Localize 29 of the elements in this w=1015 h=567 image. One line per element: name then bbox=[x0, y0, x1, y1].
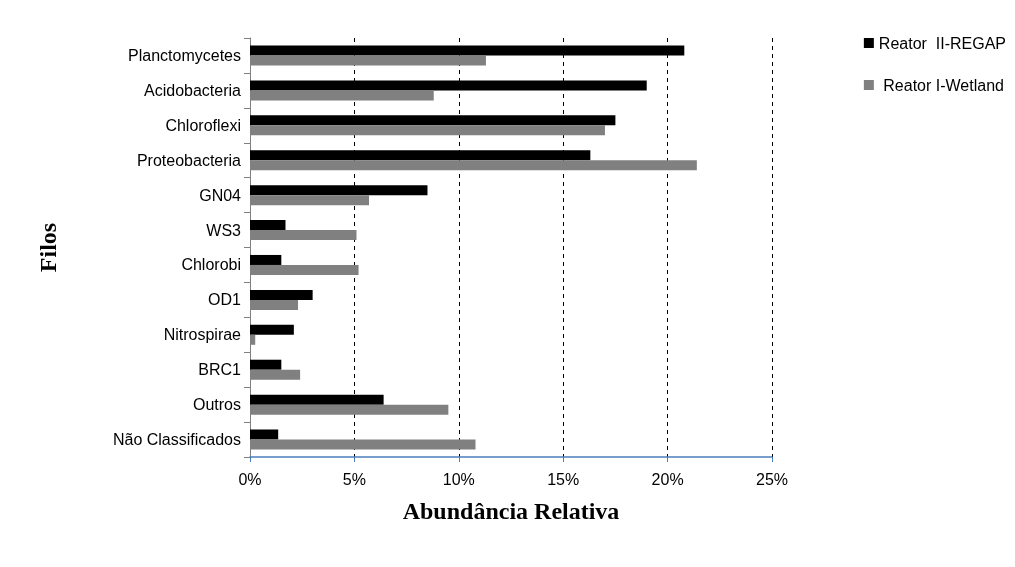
bar bbox=[250, 324, 294, 335]
bar bbox=[250, 254, 282, 265]
y-tick-label: Não Classificados bbox=[112, 431, 241, 449]
y-tick-label: BRC1 bbox=[198, 361, 242, 379]
x-tick-label: 10% bbox=[442, 470, 475, 488]
bar bbox=[250, 150, 591, 161]
bar bbox=[250, 359, 282, 370]
x-tick-label: 0% bbox=[238, 470, 262, 488]
y-tick-label: GN04 bbox=[199, 186, 242, 204]
y-tick-label: Nitrospirae bbox=[163, 326, 242, 344]
bar bbox=[250, 289, 313, 300]
legend-label: Reator I-Wetland bbox=[878, 76, 1004, 94]
x-tick-label: 25% bbox=[755, 470, 789, 488]
y-tick-label: Outros bbox=[192, 396, 241, 414]
x-tick-label: 5% bbox=[342, 470, 366, 488]
y-tick-label: Acidobacteria bbox=[144, 81, 242, 99]
y-tick-label: Proteobacteria bbox=[136, 151, 242, 169]
y-tick-label: Planctomycetes bbox=[128, 46, 241, 64]
bar bbox=[250, 429, 279, 440]
bar bbox=[250, 220, 286, 231]
legend-label: Reator II-REGAP bbox=[878, 34, 1007, 52]
x-axis-title: Abundância Relativa bbox=[402, 498, 620, 524]
x-tick-label: 15% bbox=[547, 470, 580, 488]
y-tick-label: Chloroflexi bbox=[165, 116, 241, 134]
x-tick-label: 20% bbox=[651, 470, 684, 488]
y-tick-label: Chlorobi bbox=[181, 256, 241, 274]
y-tick-label: WS3 bbox=[206, 221, 242, 239]
y-axis-title: Filos bbox=[35, 222, 61, 273]
y-tick-label: OD1 bbox=[208, 291, 242, 309]
